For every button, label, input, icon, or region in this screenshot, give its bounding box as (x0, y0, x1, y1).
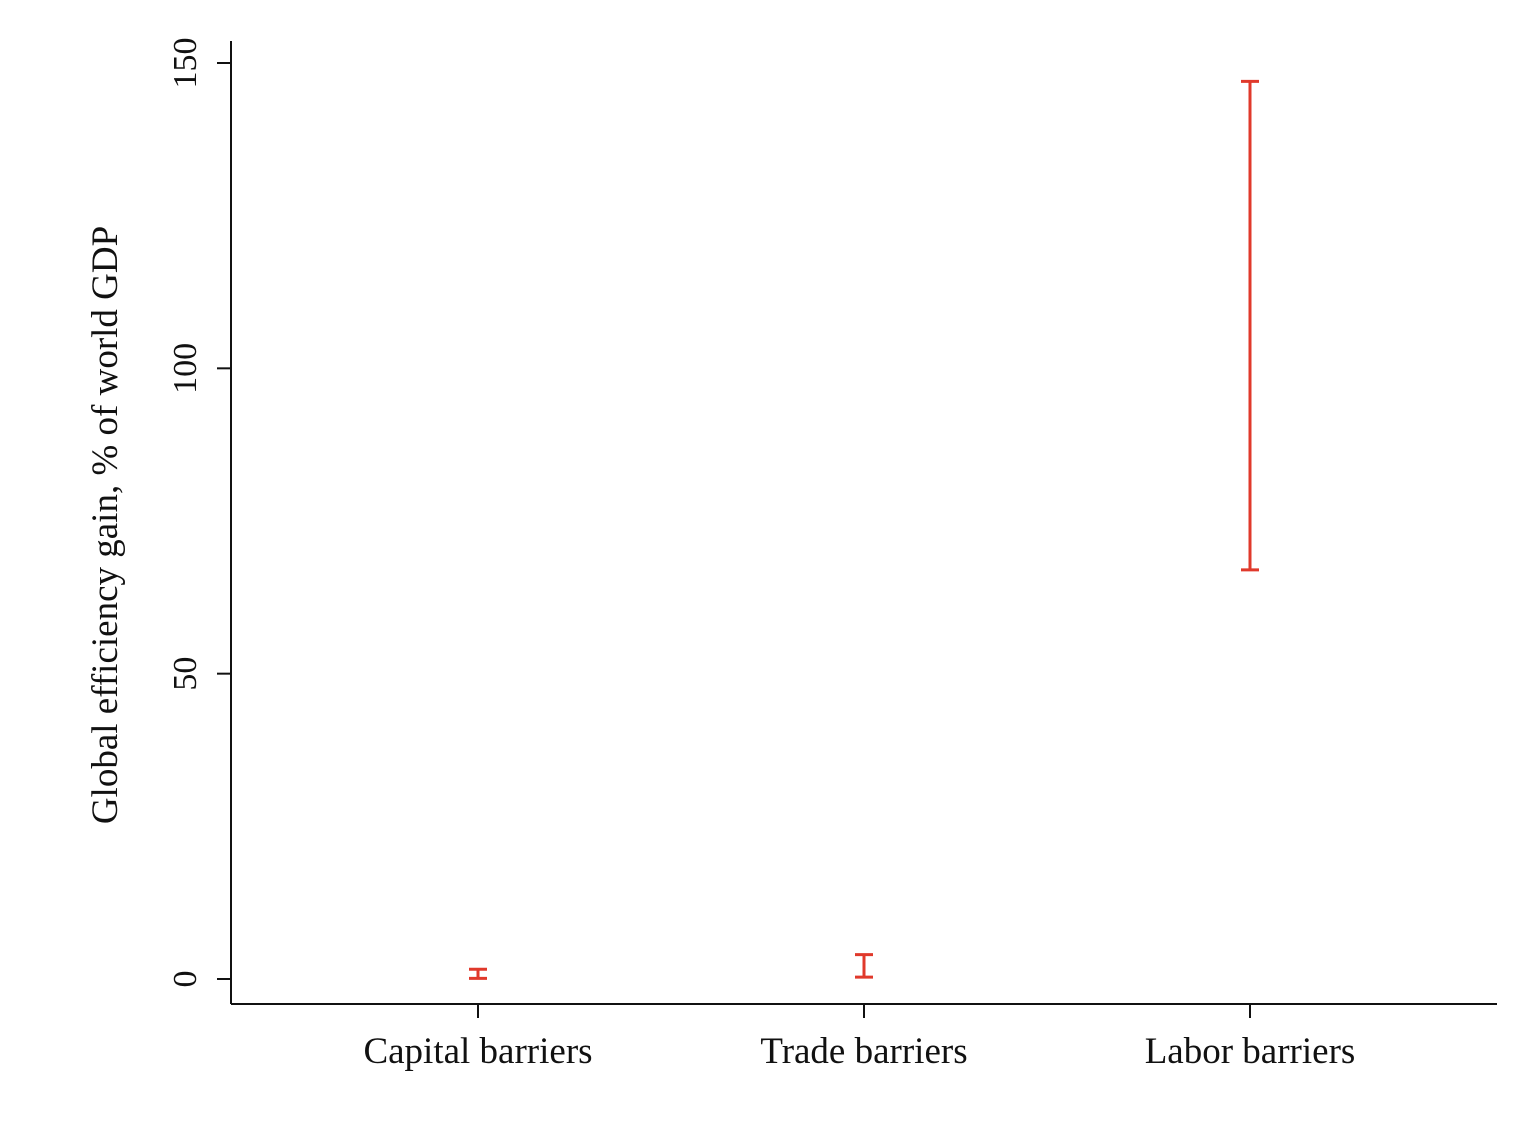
range-bars (469, 79, 1259, 980)
x-tick-label: Trade barriers (760, 1031, 967, 1072)
y-tick-label: 100 (167, 343, 204, 394)
y-tick-label: 0 (167, 971, 204, 988)
y-tick-label: 50 (167, 657, 204, 691)
axes (230, 41, 1497, 1005)
y-axis-label: Global efficiency gain, % of world GDP (85, 226, 126, 824)
x-tick-label: Capital barriers (363, 1031, 592, 1072)
x-tick-label: Labor barriers (1145, 1031, 1356, 1072)
range-bar (1241, 79, 1259, 572)
x-ticks: Capital barriers Trade barriers Labor barr… (363, 1004, 1355, 1072)
y-ticks: 0 50 100 150 (167, 38, 231, 988)
range-bar (469, 967, 487, 980)
range-bar (855, 953, 873, 979)
y-tick-label: 150 (167, 38, 204, 89)
